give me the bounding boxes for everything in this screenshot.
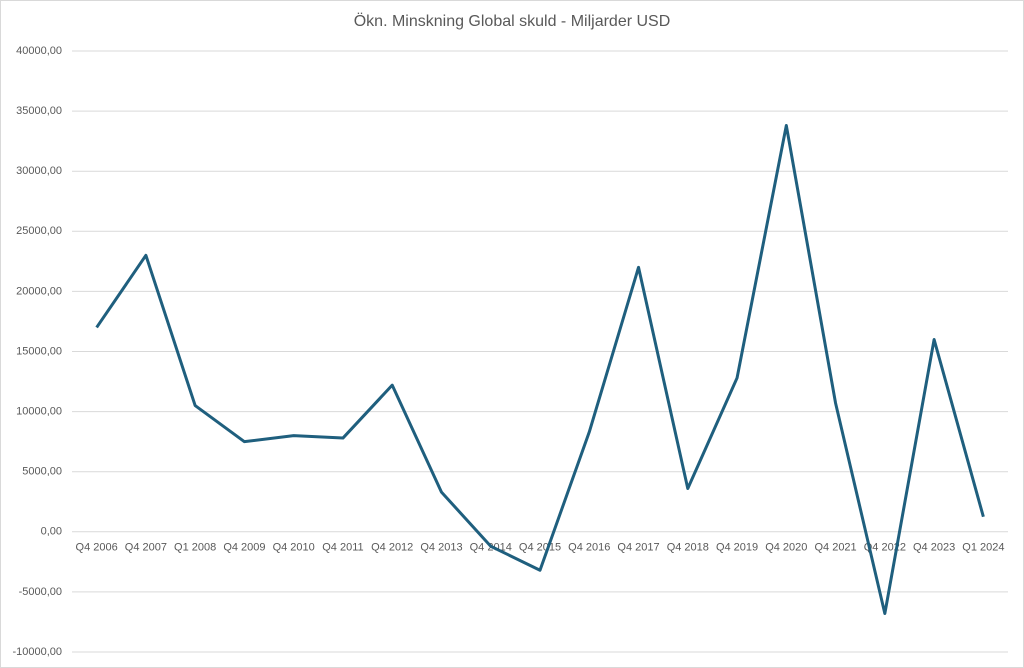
y-tick-label: 20000,00 [16,285,62,297]
y-tick-label: 0,00 [41,526,62,538]
y-tick-label: 25000,00 [16,225,62,237]
x-tick-label: Q1 2024 [962,542,1004,554]
chart-title: Ökn. Minskning Global skuld - Miljarder … [354,12,671,30]
data-line [95,124,985,616]
y-tick-label: 40000,00 [16,45,62,57]
x-tick-label: Q4 2015 [519,542,561,554]
y-tick-label: 35000,00 [16,105,62,117]
x-tick-label: Q4 2019 [716,542,758,554]
x-tick-label: Q4 2006 [76,542,118,554]
x-tick-label: Q4 2021 [814,542,856,554]
y-tick-label: -10000,00 [12,646,62,658]
x-tick-label: Q4 2018 [667,542,709,554]
x-tick-label: Q1 2008 [174,542,216,554]
x-tick-label: Q4 2016 [568,542,610,554]
x-tick-label: Q4 2011 [322,542,363,554]
y-tick-label: 10000,00 [16,406,62,418]
y-tick-label: 5000,00 [22,466,62,478]
y-tick-label: 30000,00 [16,165,62,177]
y-tick-label: -5000,00 [19,586,62,598]
y-tick-label: 15000,00 [16,345,62,357]
x-tick-label: Q4 2013 [420,542,462,554]
x-tick-label: Q4 2010 [273,542,315,554]
x-tick-label: Q4 2020 [765,542,807,554]
x-tick-label: Q4 2023 [913,542,955,554]
x-tick-label: Q4 2012 [371,542,413,554]
x-tick-label: Q4 2009 [223,542,265,554]
x-tick-label: Q4 2007 [125,542,167,554]
x-tick-label: Q4 2017 [617,542,659,554]
